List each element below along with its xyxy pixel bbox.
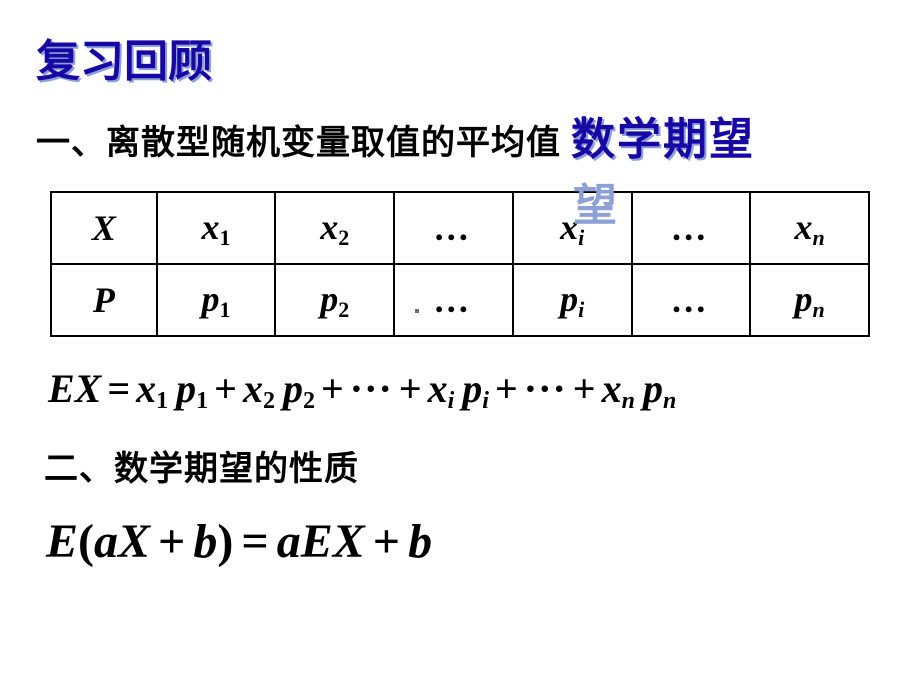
cell-dots: … [394,264,513,336]
cell: xn [750,192,869,264]
cell: pi [513,264,632,336]
row-head-X: X [51,192,157,264]
slide: 复习回顾 复习回顾 一、离散型随机变量取值的平均值 数学期望 数学期望 X x1… [0,0,920,599]
title-text: 复习回顾 [36,37,212,86]
center-dot-icon [415,309,419,313]
cell: pn [750,264,869,336]
section1-row: 一、离散型随机变量取值的平均值 数学期望 数学期望 [36,103,884,167]
section2-label: 二、数学期望的性质 [44,441,884,490]
cell: p2 [275,264,394,336]
page-title: 复习回顾 复习回顾 [36,25,884,89]
right-label-text: 数学期望 [571,115,755,164]
section1-right-label: 数学期望 数学期望 [571,103,755,167]
cell: x1 [157,192,276,264]
section1-label: 一、离散型随机变量取值的平均值 [36,115,561,164]
row-head-P: P [51,264,157,336]
linearity-formula: E(aX+b)=aEX+b [46,514,884,569]
cell: x2 [275,192,394,264]
cell-dots: … [632,264,751,336]
expectation-formula: EX=x1 p1+x2 p2+···+xi pi+···+xn pn [48,365,884,415]
cell: p1 [157,264,276,336]
cell-dots: … [394,192,513,264]
table-row: P p1 p2 … pi … pn [51,264,869,336]
